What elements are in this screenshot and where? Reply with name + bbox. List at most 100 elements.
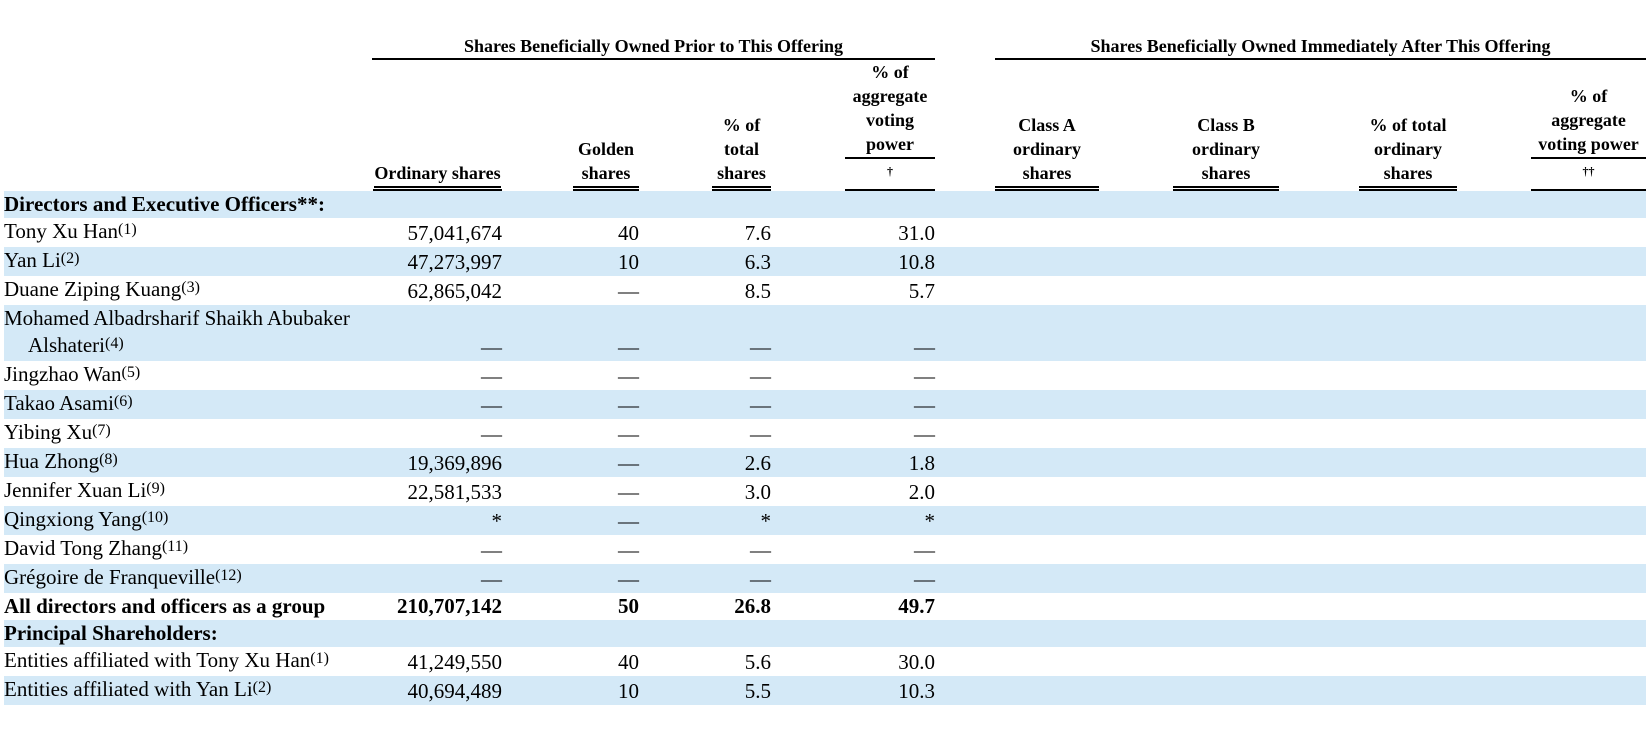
value-cell: — bbox=[370, 390, 502, 419]
table-row: Entities affiliated with Tony Xu Han(1) 4… bbox=[4, 647, 1646, 676]
row-label: Takao Asami(6) bbox=[4, 390, 350, 419]
table-row: Mohamed Albadrsharif Shaikh Abubaker Als… bbox=[4, 305, 1647, 361]
table-row: Entities affiliated with Yan Li(2) 40,694… bbox=[4, 676, 1647, 705]
empty-cell bbox=[1457, 647, 1646, 676]
empty-cell bbox=[370, 191, 502, 218]
empty-cell bbox=[935, 593, 1099, 620]
value-cell: — bbox=[639, 305, 771, 361]
value-cell: — bbox=[618, 538, 639, 562]
empty-cell bbox=[935, 448, 1099, 477]
empty-cell bbox=[1099, 191, 1279, 218]
row-name: Qingxiong Yang bbox=[4, 507, 142, 531]
value-cell: — bbox=[771, 564, 935, 593]
value-cell: * bbox=[370, 506, 502, 535]
value-cell: 40 bbox=[618, 650, 639, 674]
row-label: Yan Li(2) bbox=[4, 247, 350, 276]
value-cell: 7.6 bbox=[744, 221, 771, 245]
group-header-cell: Shares Beneficially Owned Prior to This … bbox=[370, 34, 935, 60]
empty-cell bbox=[1279, 218, 1457, 247]
empty-cell bbox=[1099, 276, 1279, 305]
value-cell: — bbox=[618, 279, 639, 303]
empty-cell bbox=[1457, 564, 1647, 593]
column-header-mark: † bbox=[887, 164, 893, 178]
row-name: Takao Asami bbox=[4, 391, 114, 415]
empty-cell bbox=[935, 477, 1099, 506]
value-cell: 2.6 bbox=[639, 448, 771, 477]
empty-cell bbox=[1457, 477, 1646, 506]
table-row: Jennifer Xuan Li(9) 22,581,533 — 3.0 2.0 bbox=[4, 477, 1646, 506]
value-cell: 10 bbox=[502, 676, 639, 705]
empty-cell bbox=[1279, 593, 1457, 620]
value-cell: 2.0 bbox=[908, 480, 935, 504]
row-label: Principal Shareholders: bbox=[4, 620, 350, 647]
empty-cell bbox=[935, 247, 1099, 276]
footnote-ref: (11) bbox=[161, 538, 189, 555]
empty-cell bbox=[1457, 305, 1647, 361]
value-cell: 10.8 bbox=[771, 247, 935, 276]
column-header-cell: % of total ordinary shares bbox=[1279, 60, 1457, 191]
value-cell: — bbox=[914, 364, 935, 388]
empty-cell bbox=[1279, 419, 1457, 448]
row-label-cell: Yan Li(2) bbox=[4, 247, 370, 276]
value-cell: — bbox=[370, 305, 502, 361]
empty-cell bbox=[1279, 448, 1457, 477]
empty-cell bbox=[1457, 506, 1647, 535]
row-label-cell: David Tong Zhang(11) bbox=[4, 535, 370, 564]
empty-cell bbox=[1099, 535, 1279, 564]
empty-cell bbox=[1099, 676, 1279, 705]
empty-cell bbox=[1457, 191, 1647, 218]
value-cell: 10 bbox=[502, 247, 639, 276]
value-cell: 8.5 bbox=[744, 279, 771, 303]
row-name: Jingzhao Wan bbox=[4, 362, 122, 386]
footnote-ref: (4) bbox=[104, 335, 124, 352]
column-header-cell: % of total shares bbox=[639, 60, 771, 191]
empty-cell bbox=[502, 191, 639, 218]
group-header: Shares Beneficially Owned Immediately Af… bbox=[995, 34, 1647, 60]
empty-cell bbox=[935, 390, 1099, 419]
row-label-cell: Duane Ziping Kuang(3) bbox=[4, 276, 370, 305]
value-cell: 62,865,042 bbox=[407, 279, 503, 303]
column-header-mark: †† bbox=[1582, 164, 1595, 178]
empty-cell bbox=[1457, 247, 1647, 276]
empty-cell bbox=[1279, 305, 1457, 361]
row-label: Hua Zhong(8) bbox=[4, 448, 350, 477]
row-label: Entities affiliated with Yan Li(2) bbox=[4, 676, 350, 705]
column-header: Golden shares bbox=[573, 137, 639, 191]
value-cell: 47,273,997 bbox=[370, 247, 502, 276]
row-name: Directors and Executive Officers**: bbox=[4, 192, 325, 216]
value-cell: 41,249,550 bbox=[407, 650, 503, 674]
empty-cell bbox=[1279, 276, 1457, 305]
row-label-cell: Entities affiliated with Tony Xu Han(1) bbox=[4, 647, 370, 676]
value-cell: — bbox=[750, 364, 771, 388]
empty-cell bbox=[1457, 419, 1646, 448]
empty-cell bbox=[1279, 535, 1457, 564]
table-row: David Tong Zhang(11) — — — — bbox=[4, 535, 1646, 564]
footnote-ref: (10) bbox=[141, 509, 169, 526]
empty-cell bbox=[935, 218, 1099, 247]
column-header-text: % of total shares bbox=[712, 113, 771, 188]
table-row: Qingxiong Yang(10) * — * * bbox=[4, 506, 1647, 535]
empty-cell bbox=[935, 361, 1099, 390]
empty-cell bbox=[935, 535, 1099, 564]
row-label-cell: All directors and officers as a group bbox=[4, 593, 370, 620]
value-cell: 5.7 bbox=[908, 279, 935, 303]
footnote-ref: (1) bbox=[118, 221, 137, 238]
empty-cell bbox=[502, 620, 639, 647]
row-name: Yibing Xu bbox=[4, 420, 93, 444]
column-header-text: % of total ordinary shares bbox=[1359, 113, 1457, 188]
footnote-ref: (7) bbox=[92, 422, 111, 439]
value-cell: 30.0 bbox=[898, 650, 935, 674]
empty-cell bbox=[1457, 620, 1647, 647]
value-cell: 40 bbox=[618, 221, 639, 245]
table-row: Tony Xu Han(1) 57,041,674 40 7.6 31.0 bbox=[4, 218, 1646, 247]
empty-cell bbox=[1279, 676, 1457, 705]
value-cell: 210,707,142 bbox=[397, 594, 502, 618]
value-cell: — bbox=[502, 305, 639, 361]
empty-cell bbox=[935, 647, 1099, 676]
table-row: Takao Asami(6) — — — — bbox=[4, 390, 1647, 419]
table-row: Yan Li(2) 47,273,997 10 6.3 10.8 bbox=[4, 247, 1647, 276]
empty-cell bbox=[1279, 247, 1457, 276]
empty-cell bbox=[771, 620, 935, 647]
empty-cell bbox=[1099, 477, 1279, 506]
footnote-ref: (12) bbox=[215, 567, 242, 584]
